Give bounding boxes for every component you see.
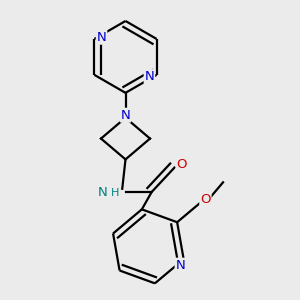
Text: O: O: [200, 193, 211, 206]
Text: H: H: [111, 188, 119, 198]
Text: N: N: [98, 186, 107, 199]
Text: N: N: [145, 70, 154, 83]
Text: O: O: [176, 158, 187, 171]
Text: N: N: [121, 109, 130, 122]
Text: N: N: [97, 31, 106, 44]
Text: N: N: [176, 259, 185, 272]
